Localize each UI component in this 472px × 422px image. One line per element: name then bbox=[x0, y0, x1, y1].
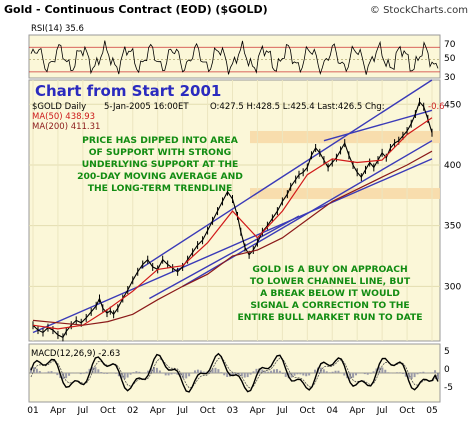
x-tick-label: 01 bbox=[27, 406, 38, 416]
annotation-bottom-line: TO LOWER CHANNEL LINE, BUT bbox=[250, 276, 411, 287]
support-band bbox=[250, 188, 440, 199]
chart-from-start-label: Chart from Start 2001 bbox=[35, 82, 221, 100]
x-tick-label: Oct bbox=[100, 406, 116, 416]
x-tick-label: Apr bbox=[150, 406, 166, 416]
rsi-label: RSI(14) 35.6 bbox=[31, 24, 84, 34]
x-tick-label: Jul bbox=[376, 406, 388, 416]
annotation-bottom-line: SIGNAL A CORRECTION TO THE bbox=[250, 300, 409, 311]
x-tick-label: 04 bbox=[327, 406, 339, 416]
x-tick-label: Jul bbox=[176, 406, 188, 416]
x-tick-label: Oct bbox=[200, 406, 216, 416]
rsi-line bbox=[30, 40, 439, 76]
y-tick-label: 450 bbox=[444, 100, 461, 110]
x-tick-label: Apr bbox=[349, 406, 365, 416]
annotation-bottom-line: GOLD IS A BUY ON APPROACH bbox=[252, 264, 407, 275]
ma200-label: MA(200) 411.31 bbox=[32, 122, 100, 132]
annotation-bottom-line: A BREAK BELOW IT WOULD bbox=[260, 288, 400, 299]
symbol-label: $GOLD Daily bbox=[32, 102, 86, 112]
ma50-line bbox=[32, 117, 433, 330]
annotation-bottom-line: ENTIRE BULL MARKET RUN TO DATE bbox=[237, 312, 422, 323]
rsi-level-70: 70 bbox=[444, 40, 456, 50]
channel-line bbox=[149, 215, 300, 300]
x-tick-label: Oct bbox=[399, 406, 415, 416]
ma200-line bbox=[32, 150, 433, 326]
x-tick-label: Apr bbox=[250, 406, 266, 416]
x-tick-label: Jul bbox=[276, 406, 288, 416]
y-tick-label: 350 bbox=[444, 222, 461, 232]
annotation-top-line: THE LONG-TERM TRENDLINE bbox=[88, 183, 233, 194]
macd-level-0: 0 bbox=[444, 365, 450, 375]
annotation-bottom: GOLD IS A BUY ON APPROACH TO LOWER CHANN… bbox=[237, 264, 422, 323]
x-tick-label: 05 bbox=[426, 406, 437, 416]
annotation-top: PRICE HAS DIPPED INTO AREA OF SUPPORT WI… bbox=[77, 135, 243, 194]
annotation-top-line: PRICE HAS DIPPED INTO AREA bbox=[82, 135, 239, 146]
price-line bbox=[32, 100, 433, 339]
macd-signal-line bbox=[30, 357, 439, 389]
date-label: 5-Jan-2005 16:00ET bbox=[104, 102, 189, 112]
annotation-top-line: UNDERLYING SUPPORT AT THE bbox=[82, 159, 239, 170]
channel-line bbox=[140, 79, 433, 269]
x-tick-label: Oct bbox=[300, 406, 316, 416]
copyright-text: © StockCharts.com bbox=[370, 5, 468, 16]
channel-line bbox=[32, 158, 433, 334]
x-tick-label: 02 bbox=[127, 406, 138, 416]
ma50-label: MA(50) 438.93 bbox=[32, 112, 95, 122]
change-value: -0.6 bbox=[428, 102, 445, 112]
chart-title: Gold - Continuous Contract (EOD) ($GOLD) bbox=[4, 3, 268, 16]
rsi-level-50: 50 bbox=[444, 54, 456, 64]
rsi-level-30: 30 bbox=[444, 73, 456, 83]
y-tick-label: 300 bbox=[444, 282, 461, 292]
x-tick-label: Apr bbox=[50, 406, 66, 416]
channel-line bbox=[323, 109, 433, 142]
macd-line bbox=[30, 352, 439, 393]
ohlc-label: O:427.5 H:428.5 L:425.4 Last:426.5 Chg: bbox=[210, 102, 385, 112]
macd-level-minus5: -5 bbox=[444, 383, 453, 393]
macd-level-5: 5 bbox=[444, 347, 450, 357]
annotation-top-line: OF SUPPORT WITH STRONG bbox=[89, 147, 231, 158]
x-tick-label: 03 bbox=[227, 406, 238, 416]
macd-label: MACD(12,26,9) -2.63 bbox=[31, 349, 120, 359]
x-tick-label: Jul bbox=[76, 406, 88, 416]
y-tick-label: 400 bbox=[444, 161, 461, 171]
annotation-top-line: 200-DAY MOVING AVERAGE AND bbox=[77, 171, 243, 182]
